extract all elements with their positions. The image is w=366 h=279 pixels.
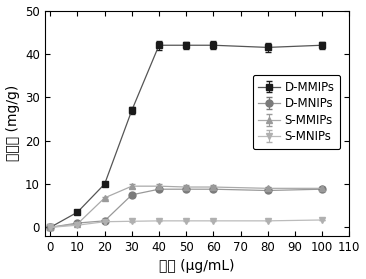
Legend: D-MMIPs, D-MNIPs, S-MMIPs, S-MNIPs: D-MMIPs, D-MNIPs, S-MMIPs, S-MNIPs	[253, 75, 340, 149]
X-axis label: 浓度 (μg/mL): 浓度 (μg/mL)	[159, 259, 235, 273]
Y-axis label: 吸附量 (mg/g): 吸附量 (mg/g)	[5, 85, 19, 162]
